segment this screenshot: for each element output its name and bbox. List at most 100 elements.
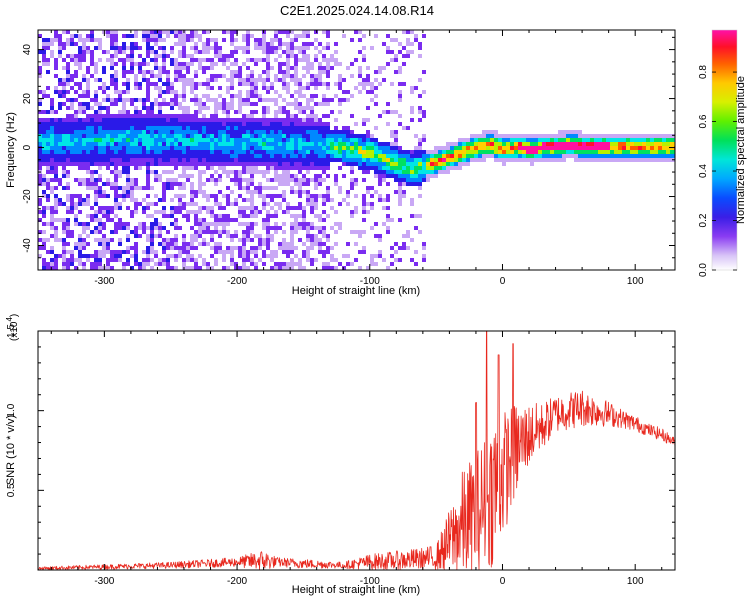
heatmap-cell: [310, 78, 314, 82]
heatmap-cell: [194, 166, 198, 170]
heatmap-cell: [230, 150, 234, 154]
heatmap-cell: [214, 178, 218, 182]
heatmap-cell: [110, 210, 114, 214]
heatmap-cell: [410, 166, 414, 170]
heatmap-cell: [98, 146, 102, 150]
heatmap-cell: [250, 262, 254, 266]
heatmap-cell: [370, 146, 374, 150]
heatmap-cell: [222, 74, 226, 78]
heatmap-cell: [78, 34, 82, 38]
heatmap-cell: [214, 194, 218, 198]
heatmap-cell: [362, 166, 366, 170]
heatmap-cell: [86, 138, 90, 142]
heatmap-cell: [486, 150, 490, 154]
heatmap-cell: [262, 222, 266, 226]
heatmap-cell: [270, 142, 274, 146]
heatmap-cell: [78, 126, 82, 130]
heatmap-cell: [406, 182, 410, 186]
heatmap-cell: [266, 90, 270, 94]
heatmap-cell: [82, 162, 86, 166]
heatmap-cell: [138, 266, 142, 270]
heatmap-cell: [346, 162, 350, 166]
heatmap-cell: [354, 142, 358, 146]
heatmap-cell: [214, 262, 218, 266]
heatmap-cell: [566, 154, 570, 158]
heatmap-cell: [186, 118, 190, 122]
heatmap-cell: [230, 74, 234, 78]
heatmap-cell: [322, 254, 326, 258]
heatmap-cell: [666, 142, 670, 146]
heatmap-cell: [226, 58, 230, 62]
heatmap-cell: [114, 34, 118, 38]
heatmap-cell: [138, 166, 142, 170]
heatmap-cell: [178, 158, 182, 162]
heatmap-cell: [178, 254, 182, 258]
heatmap-cell: [98, 102, 102, 106]
heatmap-cell: [38, 254, 42, 258]
heatmap-cell: [146, 134, 150, 138]
heatmap-cell: [166, 34, 170, 38]
heatmap-cell: [42, 134, 46, 138]
heatmap-cell: [122, 146, 126, 150]
heatmap-cell: [266, 134, 270, 138]
heatmap-cell: [194, 222, 198, 226]
heatmap-cell: [218, 138, 222, 142]
heatmap-cell: [50, 138, 54, 142]
heatmap-cell: [206, 118, 210, 122]
heatmap-cell: [454, 162, 458, 166]
heatmap-cell: [662, 134, 666, 138]
heatmap-cell: [254, 158, 258, 162]
heatmap-cell: [238, 98, 242, 102]
heatmap-cell: [266, 54, 270, 58]
heatmap-cell: [186, 110, 190, 114]
heatmap-cell: [314, 226, 318, 230]
heatmap-cell: [406, 42, 410, 46]
heatmap-cell: [306, 238, 310, 242]
heatmap-cell: [286, 86, 290, 90]
heatmap-cell: [186, 258, 190, 262]
heatmap-cell: [114, 42, 118, 46]
heatmap-cell: [322, 230, 326, 234]
heatmap-cell: [134, 154, 138, 158]
heatmap-cell: [266, 162, 270, 166]
heatmap-cell: [134, 30, 138, 34]
heatmap-cell: [98, 142, 102, 146]
heatmap-cell: [58, 42, 62, 46]
heatmap-cell: [362, 202, 366, 206]
heatmap-cell: [106, 98, 110, 102]
heatmap-cell: [186, 154, 190, 158]
heatmap-cell: [154, 126, 158, 130]
heatmap-cell: [182, 54, 186, 58]
heatmap-cell: [102, 246, 106, 250]
heatmap-cell: [86, 166, 90, 170]
heatmap-cell: [154, 226, 158, 230]
heatmap-cell: [626, 150, 630, 154]
heatmap-cell: [162, 146, 166, 150]
heatmap-cell: [258, 78, 262, 82]
heatmap-cell: [514, 142, 518, 146]
heatmap-cell: [62, 102, 66, 106]
heatmap-cell: [242, 142, 246, 146]
heatmap-cell: [162, 134, 166, 138]
heatmap-cell: [362, 142, 366, 146]
heatmap-cell: [338, 154, 342, 158]
heatmap-cell: [514, 134, 518, 138]
heatmap-cell: [46, 142, 50, 146]
heatmap-cell: [198, 138, 202, 142]
heatmap-cell: [122, 142, 126, 146]
heatmap-cell: [138, 46, 142, 50]
heatmap-cell: [146, 46, 150, 50]
heatmap-cell: [598, 138, 602, 142]
heatmap-cell: [166, 214, 170, 218]
heatmap-cell: [66, 146, 70, 150]
heatmap-cell: [418, 230, 422, 234]
heatmap-cell: [258, 142, 262, 146]
heatmap-cell: [458, 158, 462, 162]
heatmap-cell: [634, 146, 638, 150]
heatmap-cell: [66, 70, 70, 74]
heatmap-cell: [122, 74, 126, 78]
heatmap-cell: [242, 210, 246, 214]
heatmap-cell: [138, 86, 142, 90]
heatmap-cell: [330, 198, 334, 202]
heatmap-cell: [370, 154, 374, 158]
